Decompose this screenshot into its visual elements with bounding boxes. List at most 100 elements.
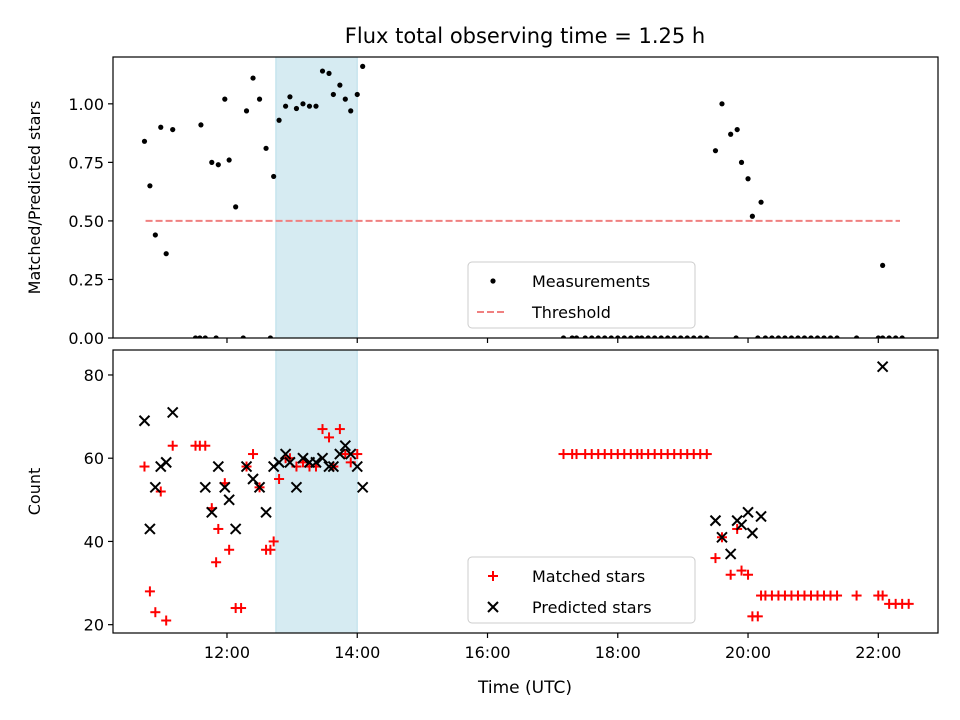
predicted-star-marker bbox=[290, 481, 303, 494]
predicted-star-marker bbox=[735, 519, 748, 531]
measurement-point bbox=[733, 335, 739, 338]
measurement-point bbox=[719, 101, 725, 107]
predicted-star-marker bbox=[273, 456, 285, 469]
marker-stroke bbox=[212, 460, 225, 473]
measurement-point bbox=[758, 199, 764, 205]
marker-stroke bbox=[339, 440, 352, 452]
measurement-point bbox=[595, 335, 601, 338]
matched-star-marker bbox=[274, 474, 285, 485]
measurement-point bbox=[880, 335, 886, 338]
measurement-point bbox=[665, 335, 671, 338]
measurement-point bbox=[755, 335, 761, 338]
matched-star-marker bbox=[334, 424, 345, 435]
measurement-point bbox=[762, 335, 769, 338]
predicted-star-marker bbox=[253, 481, 266, 494]
marker-stroke bbox=[735, 519, 748, 531]
measurement-point bbox=[886, 335, 892, 338]
measurement-point bbox=[300, 101, 306, 107]
measurement-point bbox=[163, 251, 169, 257]
measurement-point bbox=[282, 103, 289, 109]
measurement-point bbox=[209, 159, 215, 165]
measurement-point bbox=[880, 262, 886, 269]
marker-stroke bbox=[316, 452, 329, 464]
measurement-point bbox=[652, 335, 658, 338]
measurement-point bbox=[608, 335, 614, 338]
measurement-point bbox=[215, 162, 221, 168]
series-matched-stars bbox=[139, 424, 914, 626]
measurement-point bbox=[342, 96, 348, 102]
measurement-point bbox=[337, 82, 343, 88]
panel-counts: 20 40 60 80 12:00 14:00 16:00 18:00 20:00 22:00 Co… bbox=[25, 349, 939, 662]
measurement-point bbox=[573, 335, 580, 338]
measurement-point bbox=[330, 91, 336, 98]
measurement-point bbox=[875, 335, 881, 338]
measurement-point bbox=[782, 335, 788, 338]
x-tick-label: 12:00 bbox=[204, 643, 250, 662]
matched-star-marker bbox=[268, 536, 279, 547]
marker-stroke bbox=[351, 460, 363, 473]
predicted-star-marker bbox=[316, 452, 329, 464]
measurement-point bbox=[697, 335, 703, 338]
measurement-point bbox=[795, 335, 801, 338]
matched-star-marker bbox=[710, 553, 721, 564]
measurement-point bbox=[222, 96, 228, 102]
marker-stroke bbox=[206, 506, 218, 519]
predicted-star-marker bbox=[327, 460, 340, 473]
measurement-point bbox=[738, 159, 745, 165]
series-measurements bbox=[141, 63, 905, 338]
measurement-point bbox=[834, 335, 840, 338]
measurement-point bbox=[233, 204, 239, 210]
measurement-point bbox=[899, 335, 905, 338]
predicted-star-marker bbox=[356, 481, 369, 494]
axes-frame bbox=[112, 56, 939, 339]
matched-star-marker bbox=[144, 586, 155, 597]
measurement-point bbox=[560, 335, 567, 338]
measurement-point bbox=[152, 232, 158, 238]
data-points bbox=[138, 360, 914, 626]
matched-star-marker bbox=[236, 603, 247, 614]
marker-stroke bbox=[247, 473, 259, 485]
measurement-point bbox=[226, 157, 232, 163]
matched-star-marker bbox=[752, 611, 763, 622]
matched-star-marker bbox=[725, 569, 736, 580]
measurement-point bbox=[853, 335, 860, 338]
predicted-star-marker bbox=[755, 510, 767, 523]
marker-stroke bbox=[279, 448, 292, 460]
matched-star-marker bbox=[701, 449, 712, 460]
measurement-point bbox=[326, 70, 332, 76]
predicted-star-marker bbox=[284, 456, 296, 469]
measurement-point bbox=[256, 96, 263, 102]
x-tick-label: 22:00 bbox=[855, 643, 901, 662]
predicted-star-marker bbox=[310, 456, 322, 469]
marker-stroke bbox=[149, 481, 162, 494]
marker-stroke bbox=[746, 527, 759, 539]
x-tick-label: 20:00 bbox=[725, 643, 771, 662]
matched-star-marker bbox=[743, 569, 754, 580]
measurement-point bbox=[712, 148, 719, 154]
measurement-point bbox=[808, 335, 814, 338]
y-axis-label: Matched/Predicted stars bbox=[25, 101, 44, 295]
y-tick-label: 1.00 bbox=[68, 95, 104, 114]
legend-box bbox=[467, 556, 696, 624]
marker-stroke bbox=[199, 481, 211, 494]
matched-star-marker bbox=[736, 565, 747, 576]
matched-star-marker bbox=[213, 523, 224, 534]
measurement-point bbox=[313, 103, 319, 109]
predicted-star-marker bbox=[247, 473, 259, 485]
measurement-point bbox=[197, 335, 203, 338]
measurement-point bbox=[589, 335, 595, 338]
measurement-point bbox=[814, 335, 821, 338]
shaded-interval bbox=[275, 349, 358, 634]
measurement-point bbox=[658, 335, 664, 338]
measurement-point bbox=[801, 335, 808, 338]
axes-frame bbox=[112, 349, 939, 634]
legend-box bbox=[467, 261, 696, 329]
measurement-point bbox=[821, 335, 827, 338]
measurement-point bbox=[745, 176, 751, 182]
measurement-point bbox=[263, 145, 269, 151]
predicted-star-marker bbox=[260, 506, 272, 519]
y-tick-label: 0.00 bbox=[68, 329, 104, 348]
predicted-star-marker bbox=[240, 460, 253, 473]
measurement-point bbox=[691, 335, 697, 338]
